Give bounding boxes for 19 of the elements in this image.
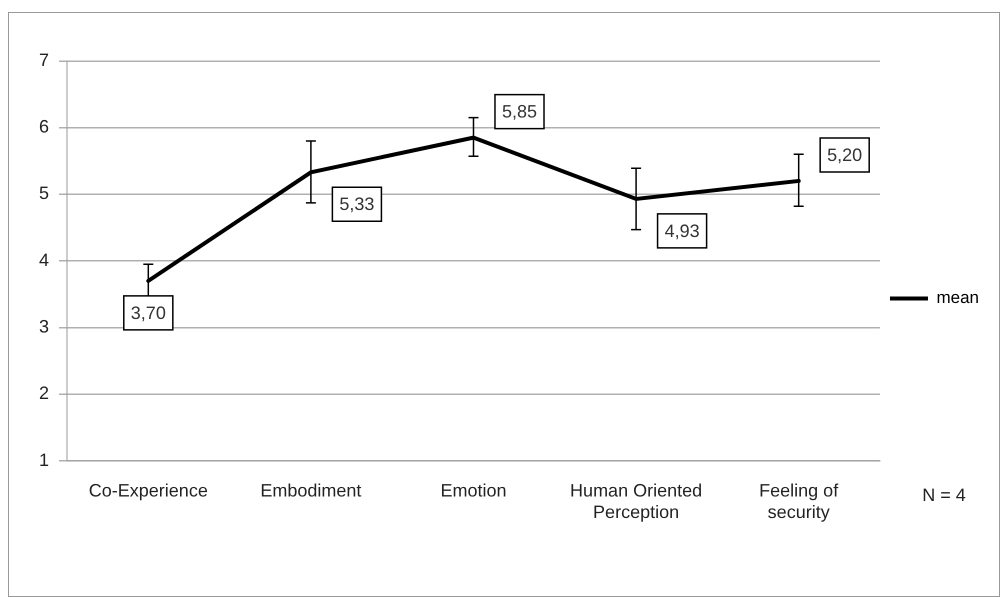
y-tick-label: 2	[38, 383, 50, 404]
y-tick-label: 4	[38, 250, 50, 270]
data-label: 5,20	[827, 144, 862, 165]
x-tick-label: Co-Experience	[88, 480, 208, 501]
x-tick-label: Emotion	[440, 480, 507, 501]
legend-label: mean	[936, 288, 980, 308]
x-tick-label: Feeling of security	[759, 480, 840, 522]
y-tick-label: 5	[38, 183, 50, 204]
y-tick-label: 3	[38, 316, 50, 336]
x-tick-label: Human Oriented Perception	[570, 480, 702, 522]
data-label: 4,93	[664, 220, 700, 241]
x-tick-label: Embodiment	[260, 480, 362, 501]
y-tick-label: 6	[38, 116, 50, 137]
data-label: 5,85	[502, 102, 538, 122]
data-label: 5,33	[339, 194, 374, 214]
data-label: 3,70	[130, 302, 166, 323]
text: N = 4	[922, 484, 966, 505]
y-tick-label: 7	[38, 50, 50, 70]
y-tick-label: 1	[38, 450, 50, 470]
